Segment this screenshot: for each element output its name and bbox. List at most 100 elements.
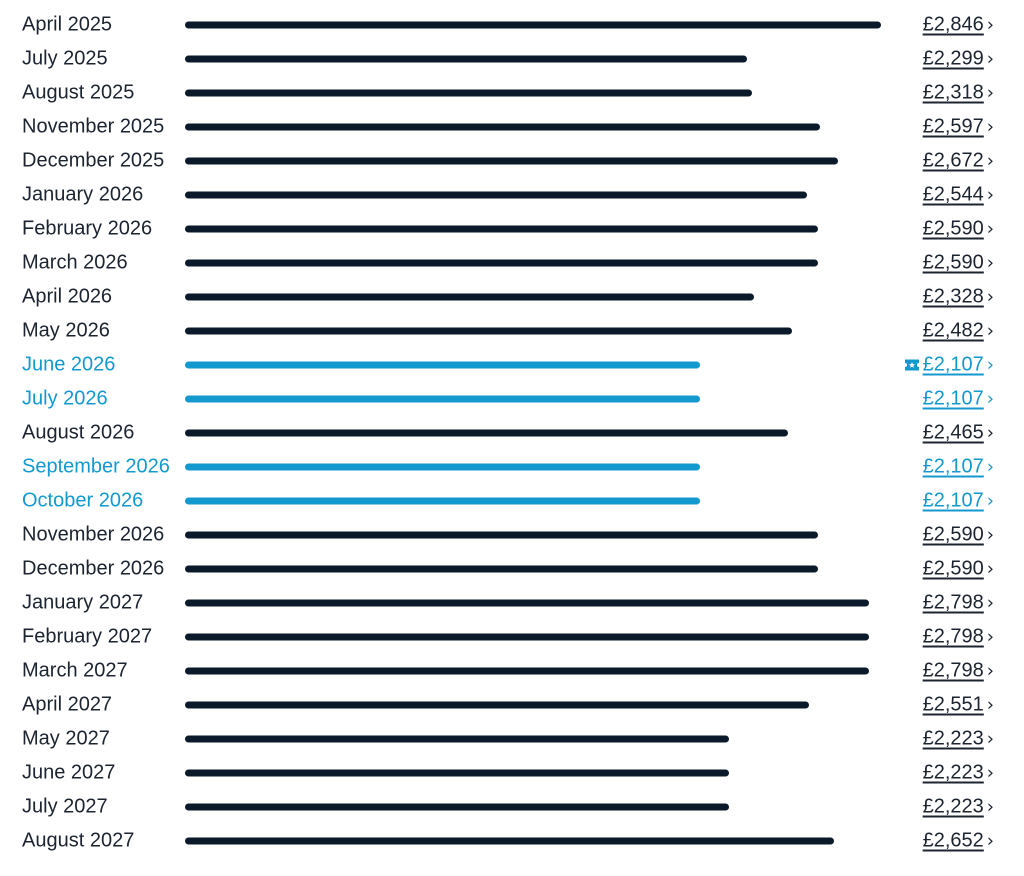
price-link-group[interactable]: £2,107 ›	[923, 490, 994, 513]
price-link[interactable]: £2,652	[922, 829, 984, 852]
price-bar-track	[185, 837, 885, 845]
month-price-row[interactable]: August 2025 £2,318 ›	[0, 76, 1024, 110]
price-link-group[interactable]: £2,597 ›	[923, 116, 994, 139]
price-link[interactable]: £2,328	[922, 285, 984, 308]
price-link[interactable]: £2,223	[922, 795, 984, 818]
price-bar-track	[185, 463, 885, 471]
price-link-group[interactable]: £2,107 ›	[904, 353, 994, 377]
chevron-right-icon: ›	[986, 150, 994, 172]
month-price-row[interactable]: September 2026 £2,107 ›	[0, 450, 1024, 484]
month-price-row[interactable]: December 2025 £2,672 ›	[0, 144, 1024, 178]
price-link[interactable]: £2,482	[922, 319, 984, 342]
month-price-row[interactable]: November 2026 £2,590 ›	[0, 518, 1024, 552]
price-link-group[interactable]: £2,672 ›	[923, 150, 994, 173]
chevron-right-icon: ›	[986, 320, 994, 342]
price-link-group[interactable]: £2,223 ›	[923, 762, 994, 785]
price-link-group[interactable]: £2,107 ›	[923, 456, 994, 479]
price-link-group[interactable]: £2,223 ›	[923, 796, 994, 819]
price-bar-track	[185, 157, 885, 165]
price-bar-track	[185, 123, 885, 131]
price-link[interactable]: £2,551	[922, 693, 984, 716]
price-bar	[185, 837, 834, 845]
price-link-group[interactable]: £2,551 ›	[923, 694, 994, 717]
month-price-row[interactable]: March 2026 £2,590 ›	[0, 246, 1024, 280]
price-link[interactable]: £2,590	[922, 251, 984, 274]
month-price-row[interactable]: July 2027 £2,223 ›	[0, 790, 1024, 824]
price-link[interactable]: £2,107	[922, 387, 984, 410]
price-bar	[185, 259, 818, 267]
chevron-right-icon: ›	[986, 388, 994, 410]
price-bar	[185, 225, 818, 233]
price-link-group[interactable]: £2,798 ›	[923, 626, 994, 649]
price-link[interactable]: £2,223	[922, 761, 984, 784]
price-link[interactable]: £2,223	[922, 727, 984, 750]
month-label: June 2026	[22, 353, 116, 376]
price-link-group[interactable]: £2,318 ›	[923, 82, 994, 105]
month-price-row[interactable]: June 2026 £2,107 ›	[0, 348, 1024, 382]
price-link[interactable]: £2,590	[922, 557, 984, 580]
price-link[interactable]: £2,798	[922, 591, 984, 614]
price-link[interactable]: £2,597	[922, 115, 984, 138]
price-link[interactable]: £2,672	[922, 149, 984, 172]
price-link-group[interactable]: £2,328 ›	[923, 286, 994, 309]
price-link[interactable]: £2,465	[922, 421, 984, 444]
price-link-group[interactable]: £2,798 ›	[923, 660, 994, 683]
chevron-right-icon: ›	[986, 694, 994, 716]
price-link-group[interactable]: £2,465 ›	[923, 422, 994, 445]
chevron-right-icon: ›	[986, 558, 994, 580]
price-link[interactable]: £2,299	[922, 47, 984, 70]
month-label: January 2027	[22, 591, 144, 614]
month-price-row[interactable]: August 2026 £2,465 ›	[0, 416, 1024, 450]
price-bar-track	[185, 565, 885, 573]
month-label: October 2026	[22, 489, 144, 512]
price-link[interactable]: £2,590	[922, 523, 984, 546]
price-bar	[185, 565, 818, 573]
month-price-row[interactable]: February 2027 £2,798 ›	[0, 620, 1024, 654]
price-link[interactable]: £2,107	[922, 455, 984, 478]
price-link[interactable]: £2,107	[922, 489, 984, 512]
month-price-row[interactable]: January 2027 £2,798 ›	[0, 586, 1024, 620]
price-link-group[interactable]: £2,107 ›	[923, 388, 994, 411]
chevron-right-icon: ›	[986, 830, 994, 852]
month-price-row[interactable]: May 2026 £2,482 ›	[0, 314, 1024, 348]
price-link-group[interactable]: £2,590 ›	[923, 558, 994, 581]
month-price-row[interactable]: April 2027 £2,551 ›	[0, 688, 1024, 722]
price-link[interactable]: £2,318	[922, 81, 984, 104]
price-link-group[interactable]: £2,590 ›	[923, 524, 994, 547]
price-link-group[interactable]: £2,590 ›	[923, 218, 994, 241]
price-link[interactable]: £2,544	[922, 183, 984, 206]
month-price-row[interactable]: July 2026 £2,107 ›	[0, 382, 1024, 416]
month-price-row[interactable]: June 2027 £2,223 ›	[0, 756, 1024, 790]
price-link-group[interactable]: £2,846 ›	[923, 14, 994, 37]
month-price-row[interactable]: December 2026 £2,590 ›	[0, 552, 1024, 586]
chevron-right-icon: ›	[986, 252, 994, 274]
price-link[interactable]: £2,107	[922, 353, 984, 376]
price-link-group[interactable]: £2,299 ›	[923, 48, 994, 71]
month-price-row[interactable]: August 2027 £2,652 ›	[0, 824, 1024, 858]
price-link[interactable]: £2,590	[922, 217, 984, 240]
month-price-row[interactable]: April 2025 £2,846 ›	[0, 8, 1024, 42]
price-bar-track	[185, 633, 885, 641]
price-link-group[interactable]: £2,798 ›	[923, 592, 994, 615]
month-price-row[interactable]: April 2026 £2,328 ›	[0, 280, 1024, 314]
month-price-row[interactable]: February 2026 £2,590 ›	[0, 212, 1024, 246]
price-link-group[interactable]: £2,590 ›	[923, 252, 994, 275]
price-link-group[interactable]: £2,544 ›	[923, 184, 994, 207]
month-price-row[interactable]: January 2026 £2,544 ›	[0, 178, 1024, 212]
month-price-row[interactable]: July 2025 £2,299 ›	[0, 42, 1024, 76]
price-link-group[interactable]: £2,223 ›	[923, 728, 994, 751]
price-link[interactable]: £2,846	[922, 13, 984, 36]
month-label: November 2025	[22, 115, 165, 138]
price-link[interactable]: £2,798	[922, 625, 984, 648]
price-link-group[interactable]: £2,482 ›	[923, 320, 994, 343]
price-bar-track	[185, 803, 885, 811]
month-label: July 2025	[22, 47, 108, 70]
month-price-row[interactable]: March 2027 £2,798 ›	[0, 654, 1024, 688]
price-link[interactable]: £2,798	[922, 659, 984, 682]
price-link-group[interactable]: £2,652 ›	[923, 830, 994, 853]
month-label: April 2027	[22, 693, 113, 716]
month-price-row[interactable]: May 2027 £2,223 ›	[0, 722, 1024, 756]
month-price-row[interactable]: November 2025 £2,597 ›	[0, 110, 1024, 144]
month-price-row[interactable]: October 2026 £2,107 ›	[0, 484, 1024, 518]
price-bar	[185, 701, 809, 709]
